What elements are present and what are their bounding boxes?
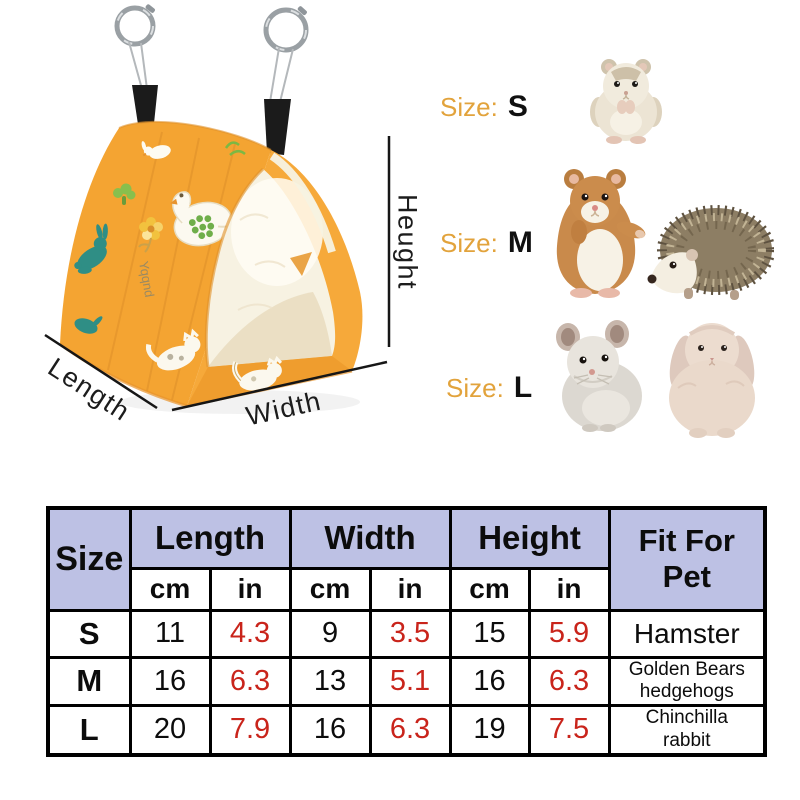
strap-right — [264, 99, 291, 155]
unit-cm: cm — [288, 566, 372, 612]
size-letter-l: L — [513, 371, 533, 404]
hanging-ring-right-icon — [263, 6, 309, 53]
size-word: Size: — [440, 92, 498, 122]
header-length: Length — [128, 506, 292, 570]
cell-length-cm: 16 — [128, 655, 212, 708]
header-size: Size — [46, 506, 132, 612]
cell-height-cm: 16 — [448, 655, 531, 708]
fleece-rim — [269, 152, 336, 254]
chinchilla-icon — [556, 320, 642, 432]
fit-line: Golden Bears — [628, 658, 745, 680]
table-row-l: L 20 7.9 16 6.3 19 7.5 Chinchilla rabbit — [46, 704, 767, 757]
cell-fit: Hamster — [607, 608, 767, 659]
fleece-back-patch — [290, 252, 312, 276]
cell-length-in: 4.3 — [208, 608, 292, 659]
fleece-floor-shadow — [208, 292, 332, 367]
cell-width-in: 3.5 — [368, 608, 452, 659]
unit-in: in — [368, 566, 452, 612]
pet-bed-illustration: Yqqnd — [44, 4, 391, 414]
fit-line: rabbit — [663, 729, 711, 751]
cell-size: S — [46, 608, 132, 659]
cell-width-cm: 9 — [288, 608, 372, 659]
size-m-label: Size: M — [440, 226, 533, 260]
size-word: Size: — [446, 373, 504, 403]
golden-hamster-icon — [556, 169, 646, 298]
cell-width-cm: 13 — [288, 655, 372, 708]
fleece-texture — [237, 213, 286, 311]
size-s-label: Size: S — [440, 90, 528, 124]
hanging-ring-left-icon — [114, 4, 156, 47]
size-l-label: Size: L — [446, 371, 532, 405]
header-height: Height — [448, 506, 611, 570]
size-word: Size: — [440, 228, 498, 258]
table-row-m: M 16 6.3 13 5.1 16 6.3 Golden Bears hedg… — [46, 655, 767, 708]
height-label: Heught — [392, 193, 423, 291]
hedgehog-icon — [647, 205, 774, 300]
header-fit-for-pet: Fit For Pet — [607, 506, 767, 612]
quilt-seams — [107, 120, 272, 401]
unit-cm: cm — [128, 566, 212, 612]
cell-height-in: 5.9 — [527, 608, 611, 659]
cell-height-in: 6.3 — [527, 655, 611, 708]
cell-length-cm: 20 — [128, 704, 212, 757]
cell-height-in: 7.5 — [527, 704, 611, 757]
size-letter-s: S — [507, 90, 528, 123]
table-row-s: S 11 4.3 9 3.5 15 5.9 Hamster — [46, 608, 767, 659]
cell-fit: Chinchilla rabbit — [607, 704, 767, 757]
length-dimension-line — [44, 333, 158, 410]
fabric-prints: Yqqnd — [74, 141, 246, 371]
unit-in: in — [527, 566, 611, 612]
hanging-wire-left — [128, 41, 148, 90]
width-dimension-line — [171, 360, 388, 412]
fabric-print-text: Yqqnd — [136, 260, 157, 298]
cell-fit: Golden Bears hedgehogs — [607, 655, 767, 708]
unit-in: in — [208, 566, 292, 612]
cell-length-in: 6.3 — [208, 655, 292, 708]
cell-length-in: 7.9 — [208, 704, 292, 757]
rabbit-icon — [669, 323, 755, 438]
fit-line: hedgehogs — [639, 681, 734, 703]
bed-roof-panel — [60, 121, 271, 407]
size-letter-m: M — [507, 226, 533, 259]
band-cat-print — [232, 355, 283, 391]
cell-size: M — [46, 655, 132, 708]
header-width: Width — [288, 506, 452, 570]
hanging-wire-right — [269, 47, 294, 103]
cell-size: L — [46, 704, 132, 757]
cell-width-cm: 16 — [288, 704, 372, 757]
cell-width-in: 5.1 — [368, 655, 452, 708]
cell-height-cm: 19 — [448, 704, 531, 757]
cell-height-cm: 15 — [448, 608, 531, 659]
cell-width-in: 6.3 — [368, 704, 452, 757]
cell-length-cm: 11 — [128, 608, 212, 659]
fit-line: Chinchilla — [645, 707, 728, 729]
hamster-icon — [590, 59, 662, 144]
opening-seam — [204, 167, 265, 368]
size-chart-table: Size Length Width Height Fit For Pet cm … — [46, 506, 768, 757]
unit-cm: cm — [448, 566, 531, 612]
